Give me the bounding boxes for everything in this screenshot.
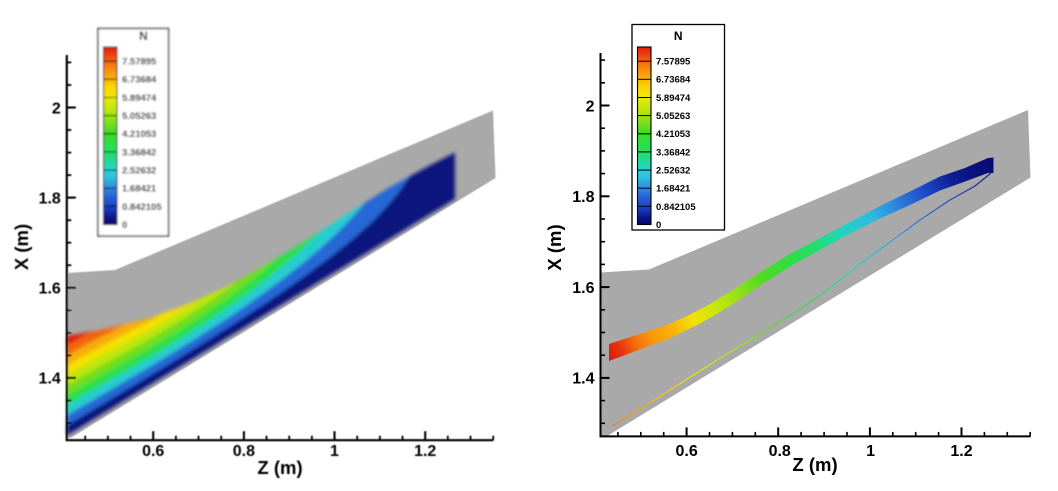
svg-text:1.68421: 1.68421 — [656, 184, 691, 195]
svg-text:3.36842: 3.36842 — [122, 147, 156, 158]
svg-text:7.57895: 7.57895 — [656, 57, 691, 68]
svg-text:6.73684: 6.73684 — [122, 75, 157, 86]
svg-text:1.2: 1.2 — [414, 443, 436, 460]
svg-text:0.842105: 0.842105 — [656, 202, 696, 213]
svg-text:Z (m): Z (m) — [792, 454, 837, 475]
svg-text:0.8: 0.8 — [233, 443, 255, 460]
svg-text:N: N — [674, 29, 683, 43]
svg-text:3.36842: 3.36842 — [656, 147, 690, 158]
svg-text:1: 1 — [866, 443, 875, 460]
svg-text:1: 1 — [330, 443, 339, 460]
svg-text:1.2: 1.2 — [950, 443, 972, 460]
svg-text:2: 2 — [52, 100, 61, 117]
svg-text:0.6: 0.6 — [675, 443, 697, 460]
svg-text:5.89474: 5.89474 — [656, 93, 691, 104]
svg-text:5.05263: 5.05263 — [656, 111, 690, 122]
svg-text:0: 0 — [122, 220, 127, 231]
svg-text:5.89474: 5.89474 — [122, 93, 157, 104]
svg-text:2: 2 — [586, 98, 595, 115]
svg-text:2.52632: 2.52632 — [122, 166, 156, 177]
svg-text:2.52632: 2.52632 — [656, 166, 690, 177]
svg-text:1.8: 1.8 — [39, 191, 61, 208]
svg-text:7.57895: 7.57895 — [122, 57, 157, 68]
svg-text:X (m): X (m) — [544, 224, 565, 270]
svg-text:1.8: 1.8 — [572, 189, 594, 206]
svg-text:6.73684: 6.73684 — [656, 75, 691, 86]
svg-text:Z (m): Z (m) — [257, 457, 302, 478]
svg-text:4.21053: 4.21053 — [656, 129, 690, 140]
svg-text:0.6: 0.6 — [142, 443, 164, 460]
svg-text:1.68421: 1.68421 — [122, 184, 157, 195]
svg-text:5.05263: 5.05263 — [122, 111, 156, 122]
svg-text:1.4: 1.4 — [572, 371, 594, 388]
svg-text:0.8: 0.8 — [769, 443, 791, 460]
svg-text:1.6: 1.6 — [39, 281, 61, 298]
svg-text:X (m): X (m) — [11, 224, 32, 270]
svg-text:N: N — [139, 29, 148, 43]
svg-text:0: 0 — [656, 220, 661, 231]
svg-text:1.4: 1.4 — [39, 371, 61, 388]
svg-text:4.21053: 4.21053 — [122, 129, 156, 140]
svg-text:1.6: 1.6 — [572, 280, 594, 297]
svg-text:0.842105: 0.842105 — [122, 202, 162, 213]
